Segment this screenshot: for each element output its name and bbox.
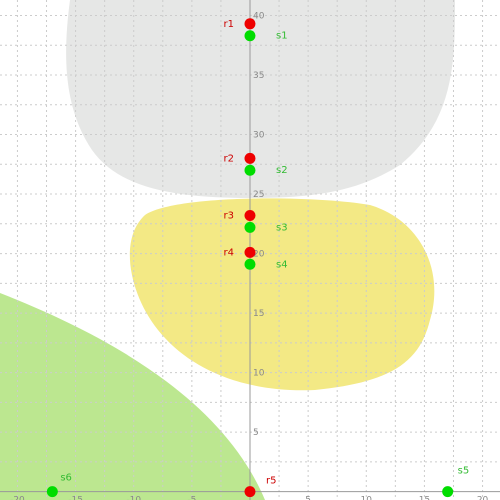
y-tick-label: 5 [253, 428, 259, 438]
y-tick-label: 15 [253, 309, 264, 319]
y-tick-label: 40 [253, 11, 265, 21]
point-label-s5: s5 [458, 466, 470, 477]
x-tick-label: 10 [361, 496, 373, 500]
x-tick-label: -15 [68, 496, 83, 500]
x-tick-label: -10 [126, 496, 141, 500]
y-tick-label: 35 [253, 71, 264, 81]
y-tick-label: 10 [253, 369, 265, 379]
point-s1[interactable] [245, 30, 256, 41]
x-tick-label: -5 [187, 496, 196, 500]
y-tick-label: 25 [253, 190, 264, 200]
point-r5[interactable] [245, 486, 256, 497]
gray-region [66, 0, 455, 198]
point-label-s4: s4 [276, 259, 288, 270]
x-tick-label: -20 [10, 496, 25, 500]
point-label-s2: s2 [276, 165, 288, 176]
y-tick-label: 30 [253, 131, 265, 141]
point-s2[interactable] [245, 165, 256, 176]
point-r3[interactable] [245, 210, 256, 221]
point-r4[interactable] [245, 247, 256, 258]
point-r2[interactable] [245, 153, 256, 164]
point-r1[interactable] [245, 18, 256, 29]
point-label-r4: r4 [224, 247, 234, 258]
point-label-s6: s6 [60, 473, 72, 484]
x-tick-label: 5 [305, 496, 311, 500]
point-label-s1: s1 [276, 31, 288, 42]
point-s5[interactable] [442, 486, 453, 497]
point-label-r3: r3 [224, 210, 234, 221]
point-label-r2: r2 [224, 153, 234, 164]
point-s6[interactable] [47, 486, 58, 497]
point-label-s3: s3 [276, 222, 288, 233]
point-s3[interactable] [245, 222, 256, 233]
x-tick-label: 15 [419, 496, 430, 500]
x-tick-label: 20 [477, 496, 489, 500]
point-s4[interactable] [245, 259, 256, 270]
point-label-r5: r5 [266, 476, 276, 487]
point-label-r1: r1 [224, 19, 234, 30]
